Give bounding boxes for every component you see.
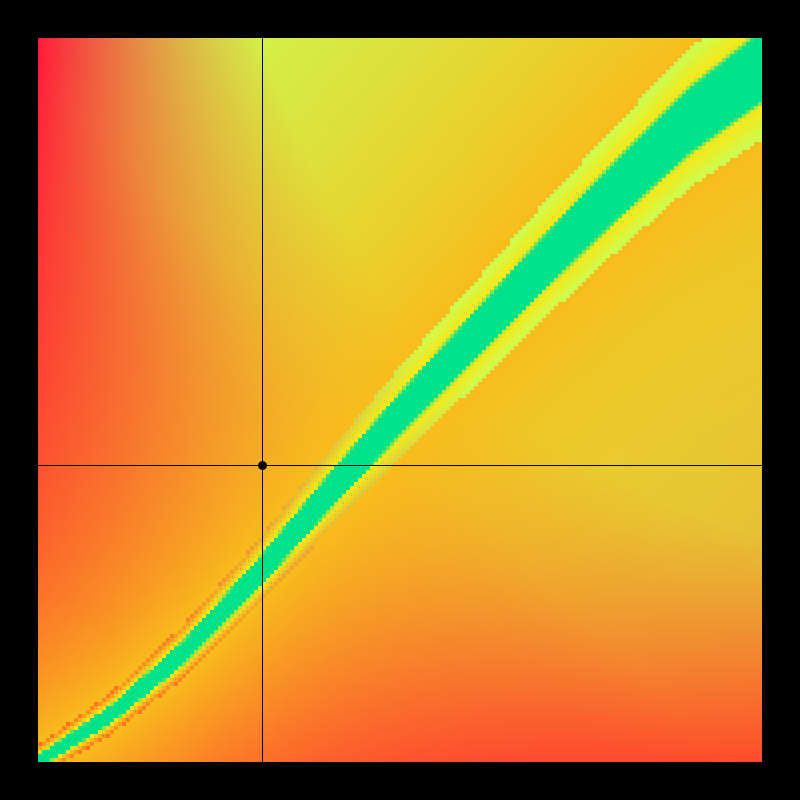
- crosshair-vertical: [262, 38, 263, 762]
- crosshair-horizontal: [38, 465, 762, 466]
- watermark-text: TheBottleneck.com: [576, 12, 760, 35]
- bottleneck-heatmap: [38, 38, 762, 762]
